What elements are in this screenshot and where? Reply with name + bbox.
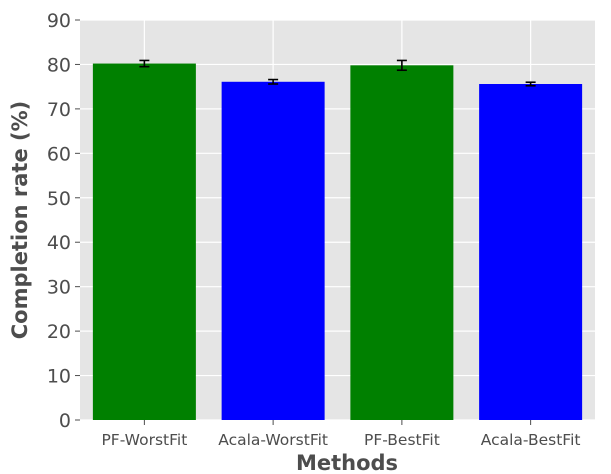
x-tick-label-acala-bestfit: Acala-BestFit <box>481 431 581 449</box>
error-bar-acala-bestfit <box>525 81 536 87</box>
error-bar-acala-worstfit <box>268 78 279 85</box>
y-tick-label-70: 70 <box>47 99 71 121</box>
x-axis-title: Methods <box>296 451 398 474</box>
y-tick-label-40: 40 <box>47 232 71 254</box>
y-tick-label-60: 60 <box>47 143 71 165</box>
error-bars <box>139 59 536 87</box>
bar-pf-worstfit <box>92 63 196 421</box>
bar-acala-worstfit <box>221 81 325 421</box>
y-tick-label-30: 30 <box>47 277 71 299</box>
error-bar-pf-worstfit <box>139 59 150 68</box>
y-tick-label-20: 20 <box>47 321 71 343</box>
x-tick-label-pf-bestfit: PF-BestFit <box>364 431 440 449</box>
error-bar-pf-bestfit <box>396 59 407 72</box>
bar-acala-bestfit <box>479 84 583 420</box>
x-tick-label-acala-worstfit: Acala-WorstFit <box>218 431 328 449</box>
y-tick-label-10: 10 <box>47 366 71 388</box>
x-axis-ticks: PF-WorstFit Acala-WorstFit PF-BestFit Acala… <box>101 420 580 449</box>
x-tick-label-pf-worstfit: PF-WorstFit <box>101 431 187 449</box>
y-axis-title: Completion rate (%) <box>8 101 32 339</box>
y-axis-ticks: 0 10 20 30 40 50 60 70 80 90 <box>47 10 80 432</box>
y-tick-label-50: 50 <box>47 188 71 210</box>
y-tick-label-80: 80 <box>47 54 71 76</box>
bars <box>92 63 583 421</box>
y-tick-label-90: 90 <box>47 10 71 32</box>
y-tick-label-0: 0 <box>59 410 71 432</box>
bar-pf-bestfit <box>350 65 454 420</box>
